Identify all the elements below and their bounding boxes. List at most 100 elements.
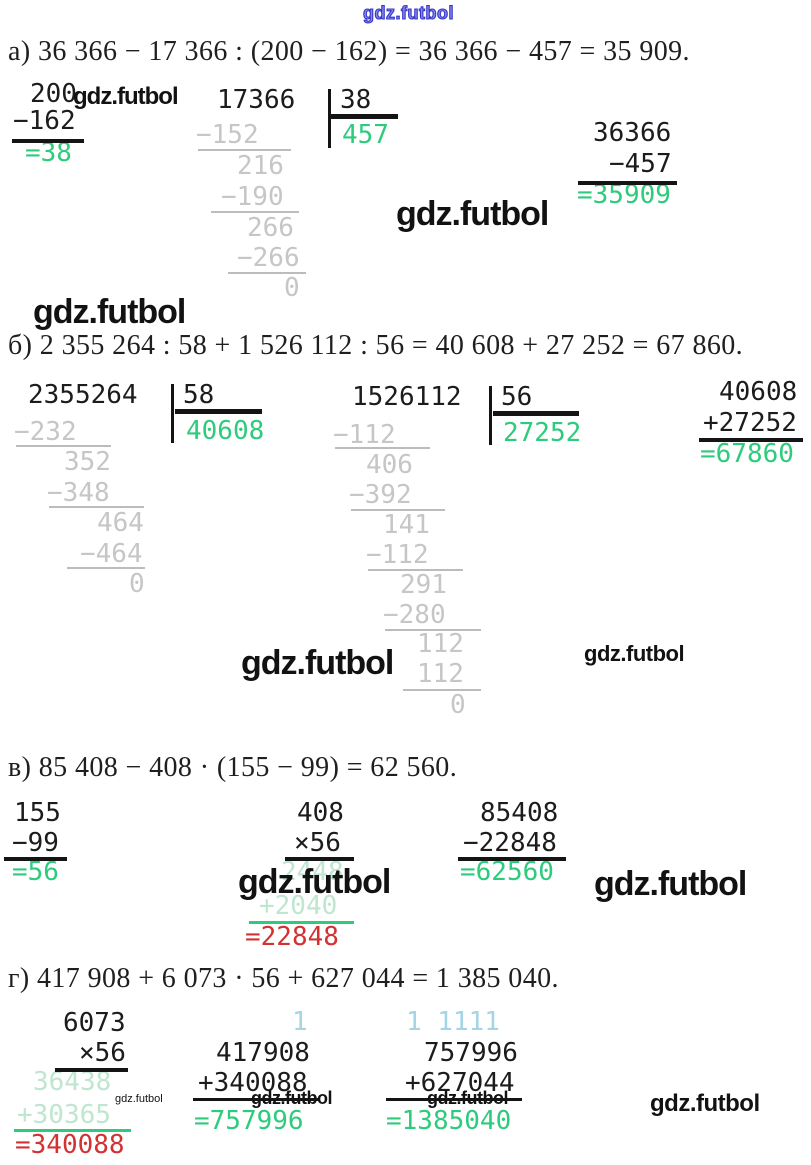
subtrahend: −457 [609, 149, 672, 179]
addend: 757996 [424, 1038, 518, 1068]
division-step: −392 [349, 480, 412, 510]
watermark: gdz.futbol [650, 1090, 760, 1117]
multiplier: ×56 [294, 828, 341, 858]
result: =56 [12, 857, 59, 887]
step-line [351, 509, 445, 511]
result: =35909 [577, 180, 671, 210]
division-step: −266 [237, 243, 300, 273]
addend: +340088 [198, 1068, 308, 1098]
equation-a: а) 36 366 − 17 366 : (200 − 162) = 36 36… [8, 36, 690, 67]
watermark: gdz.futbol [33, 293, 186, 331]
watermark: gdz.futbol [73, 83, 179, 110]
equation-b: б) 2 355 264 : 58 + 1 526 112 : 56 = 40 … [8, 330, 744, 361]
division-step: 112 [417, 629, 464, 659]
subtrahend: −22848 [463, 828, 557, 858]
subtraction-line [578, 181, 677, 185]
division-divisor: 58 [183, 380, 215, 410]
addend: +27252 [703, 408, 797, 438]
watermark: gdz.futbol [238, 863, 391, 901]
step-line [16, 445, 111, 447]
division-step: −190 [221, 182, 284, 212]
division-bar [489, 386, 492, 445]
division-step: 216 [237, 151, 284, 181]
division-step: −464 [80, 539, 143, 569]
subtrahend: −99 [12, 828, 59, 858]
division-quotient: 40608 [186, 416, 265, 446]
division-remainder: 0 [450, 690, 466, 720]
division-step: −112 [333, 420, 396, 450]
division-remainder: 0 [284, 273, 300, 303]
division-quotient: 27252 [503, 418, 582, 448]
divisor-line [175, 409, 262, 414]
step-line [198, 149, 291, 151]
division-quotient: 457 [342, 120, 389, 150]
division-step: −280 [383, 600, 446, 630]
addend: +627044 [405, 1068, 515, 1098]
division-step: −112 [366, 540, 429, 570]
addend: 40608 [719, 377, 798, 407]
division-step: 266 [247, 213, 294, 243]
step-line [368, 569, 463, 571]
division-step: 352 [64, 447, 111, 477]
partial-product: +2040 [259, 891, 338, 921]
subtraction-line [4, 857, 67, 861]
step-line [211, 211, 299, 213]
subtraction-line [12, 139, 84, 143]
result: =62560 [460, 857, 554, 887]
division-step: 406 [366, 450, 413, 480]
partial-product: 2448 [281, 857, 344, 887]
step-line [385, 629, 481, 631]
multiplier: ×56 [79, 1038, 126, 1068]
addition-line [386, 1098, 522, 1101]
addition-line [193, 1098, 318, 1101]
result: =67860 [700, 439, 794, 469]
equation-v: в) 85 408 − 408 · (155 − 99) = 62 560. [8, 752, 458, 783]
partial-product: 36438 [33, 1067, 112, 1097]
watermark: gdz.futbol [584, 641, 685, 666]
addend: 417908 [216, 1038, 310, 1068]
partial-product: +30365 [17, 1100, 111, 1130]
addition-line [699, 438, 803, 442]
division-divisor: 38 [340, 85, 372, 115]
minuend: 155 [14, 798, 61, 828]
step-line [228, 272, 306, 274]
division-dividend: 2355264 [28, 380, 138, 410]
subtraction-line [458, 857, 566, 861]
division-step: 291 [400, 570, 447, 600]
division-step: −152 [196, 120, 259, 150]
division-divisor: 56 [501, 382, 533, 412]
minuend: 200 [30, 79, 77, 109]
multiplicand: 408 [297, 798, 344, 828]
minuend: 36366 [593, 118, 672, 148]
subtrahend: −162 [13, 106, 76, 136]
watermark: gdz.futbol [115, 1093, 163, 1105]
step-line [335, 447, 430, 449]
carry-digits: 1 [292, 1007, 308, 1037]
division-step: −232 [14, 417, 77, 447]
site-logo-watermark: gdz.futbol [362, 2, 454, 23]
step-line [403, 689, 481, 691]
divisor-line [331, 114, 398, 119]
result: =22848 [245, 922, 339, 952]
multiplication-line [285, 857, 354, 861]
result-line [249, 921, 354, 924]
watermark: gdz.futbol [594, 865, 747, 903]
division-step: 141 [383, 510, 430, 540]
equation-g: г) 417 908 + 6 073 · 56 + 627 044 = 1 38… [8, 963, 559, 994]
result: =38 [25, 138, 72, 168]
multiplicand: 6073 [63, 1008, 126, 1038]
minuend: 85408 [480, 798, 559, 828]
step-line [67, 567, 145, 569]
divisor-line [493, 411, 579, 416]
division-remainder: 0 [129, 569, 145, 599]
division-step: 112 [417, 659, 464, 689]
multiplication-line [55, 1068, 128, 1072]
step-line [49, 506, 144, 508]
division-dividend: 17366 [217, 85, 296, 115]
division-bar [171, 384, 174, 443]
division-step: 464 [97, 508, 144, 538]
result-line [14, 1129, 131, 1132]
watermark: gdz.futbol [241, 644, 394, 682]
division-bar [328, 89, 331, 148]
